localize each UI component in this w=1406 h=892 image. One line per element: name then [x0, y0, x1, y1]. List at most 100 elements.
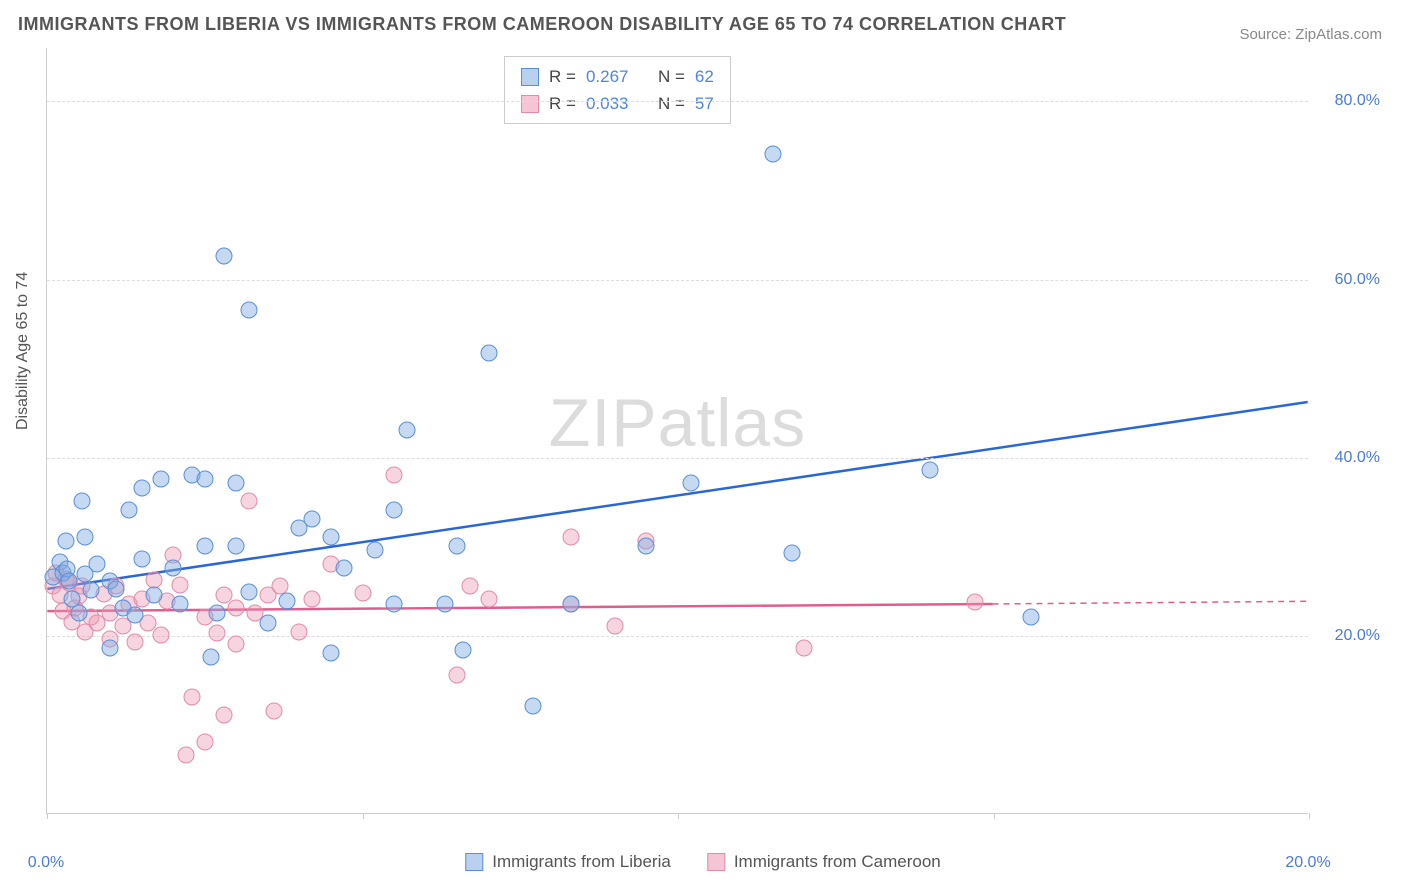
watermark: ZIPatlas — [549, 384, 806, 462]
data-point — [146, 586, 163, 603]
data-point — [209, 625, 226, 642]
data-point — [240, 493, 257, 510]
data-point — [196, 471, 213, 488]
data-point — [562, 528, 579, 545]
data-point — [682, 475, 699, 492]
data-point — [184, 689, 201, 706]
data-point — [966, 593, 983, 610]
data-point — [133, 479, 150, 496]
data-point — [291, 624, 308, 641]
r-value-a: 0.267 — [586, 63, 629, 90]
r-label: R = — [549, 63, 576, 90]
data-point — [764, 145, 781, 162]
legend-label-b: Immigrants from Cameroon — [734, 852, 941, 872]
data-point — [562, 595, 579, 612]
watermark-zip: ZIP — [549, 385, 658, 461]
data-point — [203, 649, 220, 666]
y-tick-label: 60.0% — [1320, 271, 1380, 289]
data-point — [228, 537, 245, 554]
chart-title: IMMIGRANTS FROM LIBERIA VS IMMIGRANTS FR… — [18, 14, 1066, 35]
x-tick-mark — [1309, 813, 1310, 819]
data-point — [171, 595, 188, 612]
data-point — [171, 576, 188, 593]
data-point — [783, 544, 800, 561]
data-point — [215, 248, 232, 265]
series-legend: Immigrants from Liberia Immigrants from … — [465, 852, 940, 872]
data-point — [121, 502, 138, 519]
data-point — [449, 537, 466, 554]
y-tick-label: 20.0% — [1320, 627, 1380, 645]
y-axis-label: Disability Age 65 to 74 — [14, 272, 32, 430]
data-point — [89, 555, 106, 572]
data-point — [386, 502, 403, 519]
data-point — [386, 595, 403, 612]
data-point — [165, 560, 182, 577]
data-point — [240, 301, 257, 318]
n-label: N = — [658, 90, 685, 117]
data-point — [322, 644, 339, 661]
data-point — [177, 747, 194, 764]
data-point — [127, 607, 144, 624]
x-tick-label: 20.0% — [1285, 854, 1330, 872]
data-point — [480, 344, 497, 361]
scatter-plot-area: ZIPatlas R = 0.267 N = 62 R = 0.033 N = … — [46, 48, 1308, 814]
data-point — [278, 593, 295, 610]
data-point — [922, 462, 939, 479]
data-point — [259, 615, 276, 632]
data-point — [322, 528, 339, 545]
data-point — [215, 707, 232, 724]
gridline — [47, 101, 1308, 102]
data-point — [108, 580, 125, 597]
y-tick-label: 40.0% — [1320, 449, 1380, 467]
data-point — [215, 586, 232, 603]
data-point — [480, 591, 497, 608]
data-point — [152, 471, 169, 488]
data-point — [152, 626, 169, 643]
data-point — [304, 511, 321, 528]
data-point — [638, 537, 655, 554]
data-point — [61, 573, 78, 590]
source-label: Source: ZipAtlas.com — [1239, 26, 1382, 43]
data-point — [606, 617, 623, 634]
data-point — [304, 591, 321, 608]
x-tick-label: 0.0% — [28, 854, 64, 872]
data-point — [133, 551, 150, 568]
r-label: R = — [549, 90, 576, 117]
data-point — [354, 585, 371, 602]
swatch-cameroon — [707, 853, 725, 871]
legend-row-a: R = 0.267 N = 62 — [521, 63, 714, 90]
data-point — [386, 466, 403, 483]
data-point — [196, 733, 213, 750]
data-point — [57, 533, 74, 550]
data-point — [398, 422, 415, 439]
data-point — [461, 577, 478, 594]
swatch-cameroon — [521, 95, 539, 113]
legend-item-cameroon: Immigrants from Cameroon — [707, 852, 941, 872]
data-point — [436, 595, 453, 612]
correlation-legend: R = 0.267 N = 62 R = 0.033 N = 57 — [504, 56, 731, 124]
gridline — [47, 458, 1308, 459]
r-value-b: 0.033 — [586, 90, 629, 117]
legend-item-liberia: Immigrants from Liberia — [465, 852, 671, 872]
data-point — [127, 634, 144, 651]
data-point — [367, 542, 384, 559]
data-point — [70, 604, 87, 621]
trend-lines — [47, 48, 1308, 813]
data-point — [449, 666, 466, 683]
data-point — [796, 640, 813, 657]
data-point — [228, 475, 245, 492]
x-tick-mark — [47, 813, 48, 819]
data-point — [524, 698, 541, 715]
n-label: N = — [658, 63, 685, 90]
x-tick-mark — [678, 813, 679, 819]
legend-label-a: Immigrants from Liberia — [492, 852, 671, 872]
gridline — [47, 280, 1308, 281]
data-point — [228, 635, 245, 652]
data-point — [266, 702, 283, 719]
data-point — [73, 493, 90, 510]
data-point — [240, 584, 257, 601]
data-point — [1023, 609, 1040, 626]
data-point — [335, 560, 352, 577]
data-point — [196, 537, 213, 554]
data-point — [228, 600, 245, 617]
